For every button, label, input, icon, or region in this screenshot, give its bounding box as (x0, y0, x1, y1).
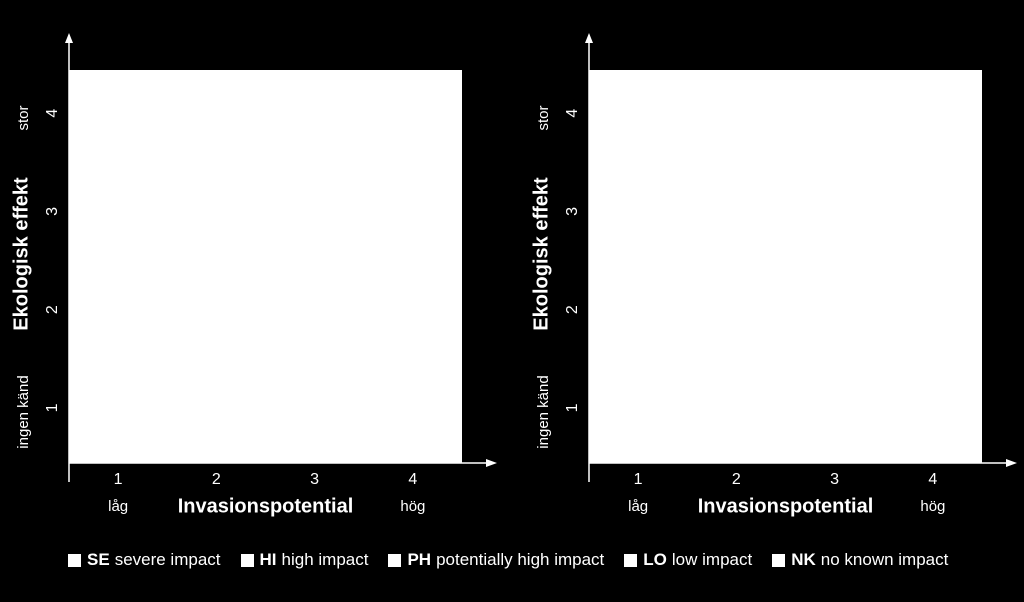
x-tick-label: 3 (310, 471, 319, 488)
chart-panel-1: 1 2 3 4 1 2 3 4 låg hög Invasionspotential ingen kä… (10, 33, 497, 517)
x-tick-label: 4 (408, 471, 417, 488)
legend-label-se: severe impact (114, 550, 221, 569)
legend-abbr-se: SE (87, 550, 110, 569)
legend-abbr-hi: HI (259, 550, 277, 569)
plot-area (69, 70, 462, 463)
x-tick-label: 2 (212, 471, 221, 488)
legend-swatch-ph (388, 553, 402, 567)
x-axis-arrow (486, 459, 497, 467)
legend-abbr-lo: LO (643, 550, 667, 569)
y-tick-label: 4 (44, 109, 61, 118)
legend-label-lo: low impact (671, 550, 753, 569)
y-tick-label: 2 (564, 305, 581, 314)
y-axis-title: Ekologisk effekt (10, 177, 32, 331)
legend-abbr-ph: PH (407, 550, 432, 569)
legend-swatch-nk (772, 553, 786, 567)
x-low-label: låg (108, 498, 128, 515)
y-high-label: stor (15, 105, 32, 130)
legend-item-nk: NK no known impact (772, 550, 948, 570)
legend-swatch-hi (240, 553, 254, 567)
y-tick-label: 1 (44, 403, 61, 412)
y-low-label: ingen känd (535, 375, 552, 448)
y-axis-title: Ekologisk effekt (530, 177, 552, 331)
legend: SE severe impact HI high impact PH poten… (68, 549, 1008, 571)
x-axis-title: Invasionspotential (698, 495, 874, 517)
plot-area (589, 70, 982, 463)
legend-abbr-nk: NK (791, 550, 816, 569)
y-tick-label: 3 (564, 207, 581, 216)
y-axis-arrow (65, 33, 73, 43)
x-high-label: hög (400, 498, 425, 515)
x-tick-label: 1 (634, 471, 643, 488)
legend-item-ph: PH potentially high impact (388, 550, 604, 570)
legend-label-ph: potentially high impact (436, 550, 605, 569)
legend-swatch-lo (624, 553, 638, 567)
x-tick-label: 3 (830, 471, 839, 488)
y-tick-label: 1 (564, 403, 581, 412)
legend-swatch-se (68, 553, 81, 567)
y-tick-label: 4 (564, 109, 581, 118)
y-axis-arrow (585, 33, 593, 43)
x-axis-title: Invasionspotential (178, 495, 354, 517)
y-tick-label: 2 (44, 305, 61, 314)
x-tick-label: 1 (114, 471, 123, 488)
x-tick-label: 4 (928, 471, 937, 488)
y-tick-label: 3 (44, 207, 61, 216)
y-high-label: stor (535, 105, 552, 130)
x-low-label: låg (628, 498, 648, 515)
legend-item-se: SE severe impact (68, 550, 221, 570)
legend-label-hi: high impact (281, 550, 369, 569)
x-axis-arrow (1006, 459, 1017, 467)
legend-label-nk: no known impact (820, 550, 949, 569)
x-high-label: hög (920, 498, 945, 515)
legend-item-lo: LO low impact (624, 550, 752, 570)
x-tick-label: 2 (732, 471, 741, 488)
legend-item-hi: HI high impact (240, 550, 369, 570)
y-low-label: ingen känd (15, 375, 32, 448)
chart-panel-2: 1 2 3 4 1 2 3 4 låg hög Invasionspotential ingen kä… (530, 33, 1017, 517)
